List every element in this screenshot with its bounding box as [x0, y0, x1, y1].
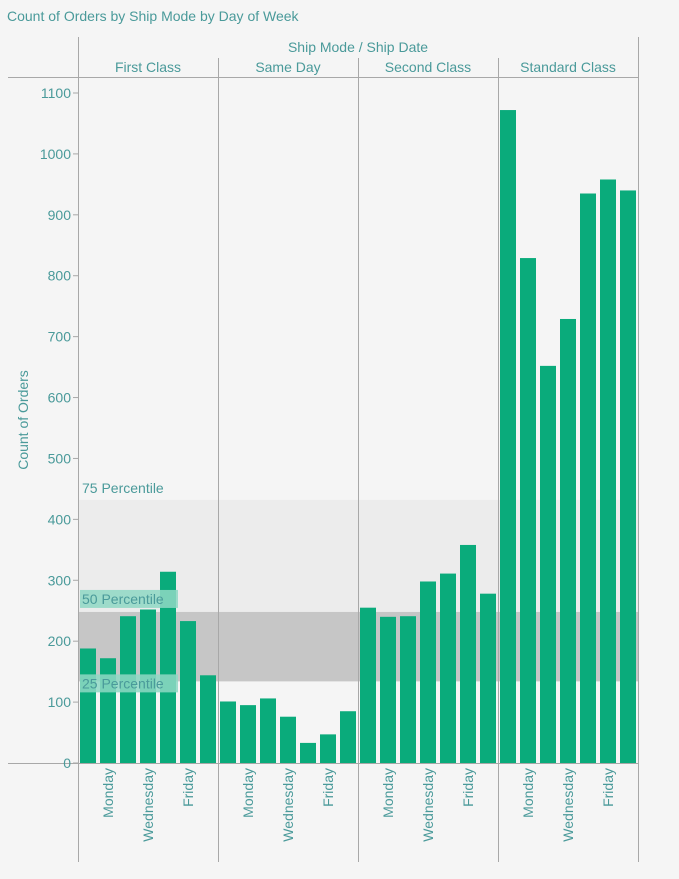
- x-tick-label: Friday: [460, 768, 476, 807]
- y-tick-label: 900: [48, 207, 72, 223]
- x-tick-label: Monday: [380, 768, 396, 818]
- bar[interactable]: [400, 616, 416, 763]
- bar[interactable]: [340, 711, 356, 763]
- bar[interactable]: [160, 571, 176, 763]
- bar[interactable]: [360, 607, 376, 763]
- y-tick-label: 1100: [41, 85, 71, 101]
- x-tick-label: Monday: [240, 768, 256, 818]
- bar[interactable]: [580, 193, 596, 764]
- chart-title: Count of Orders by Ship Mode by Day of W…: [7, 8, 300, 24]
- bar[interactable]: [500, 110, 516, 763]
- bar[interactable]: [200, 675, 216, 763]
- bar[interactable]: [600, 179, 616, 763]
- band-label-75-percentile: 75 Percentile: [82, 480, 164, 496]
- y-tick-label: 300: [48, 572, 72, 588]
- group-header-label: Same Day: [255, 59, 320, 75]
- bar[interactable]: [540, 365, 556, 763]
- x-tick-label: Friday: [320, 768, 336, 807]
- y-tick-label: 800: [48, 268, 72, 284]
- bar[interactable]: [240, 705, 256, 763]
- y-tick-label: 0: [63, 755, 71, 771]
- x-tick-label: Friday: [600, 768, 616, 807]
- x-tick-label: Monday: [520, 768, 536, 818]
- bar[interactable]: [440, 573, 456, 763]
- bar[interactable]: [620, 190, 636, 764]
- y-tick-label: 500: [48, 450, 72, 466]
- x-tick-label: Wednesday: [280, 768, 296, 842]
- bar[interactable]: [80, 648, 96, 763]
- band-label-50-percentile: 50 Percentile: [82, 591, 164, 607]
- x-tick-label: Wednesday: [420, 768, 436, 842]
- y-tick-label: 200: [48, 633, 72, 649]
- group-header-label: Second Class: [385, 59, 471, 75]
- column-header-title: Ship Mode / Ship Date: [288, 39, 428, 55]
- bar[interactable]: [560, 318, 576, 763]
- bar[interactable]: [420, 581, 436, 763]
- y-axis-title: Count of Orders: [15, 370, 31, 470]
- bar[interactable]: [180, 621, 196, 763]
- y-tick-label: 1000: [40, 146, 71, 162]
- bar[interactable]: [520, 258, 536, 763]
- y-tick-label: 400: [48, 511, 72, 527]
- y-tick-label: 700: [48, 329, 72, 345]
- bar[interactable]: [280, 716, 296, 763]
- bar[interactable]: [220, 701, 236, 763]
- x-tick-label: Monday: [100, 768, 116, 818]
- y-tick-label: 100: [48, 694, 72, 710]
- bar[interactable]: [320, 734, 336, 763]
- x-tick-label: Wednesday: [560, 768, 576, 842]
- x-tick-label: Friday: [180, 768, 196, 807]
- band-label-25-percentile: 25 Percentile: [82, 675, 164, 691]
- band-label-50-percentile-bg: [80, 589, 178, 608]
- x-tick-label: Wednesday: [140, 768, 156, 842]
- bar[interactable]: [260, 698, 276, 763]
- band-label-25-percentile-bg: [80, 674, 178, 693]
- bar[interactable]: [380, 616, 396, 763]
- bar[interactable]: [480, 593, 496, 763]
- bar[interactable]: [300, 742, 316, 763]
- group-header-label: First Class: [115, 59, 181, 75]
- bar[interactable]: [460, 544, 476, 763]
- group-header-label: Standard Class: [520, 59, 616, 75]
- bar[interactable]: [100, 658, 116, 763]
- y-tick-label: 600: [48, 390, 72, 406]
